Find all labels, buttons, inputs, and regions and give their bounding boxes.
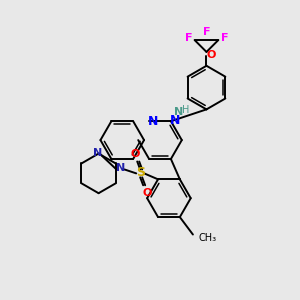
- Text: N: N: [170, 114, 180, 127]
- Text: O: O: [207, 50, 216, 60]
- Text: N: N: [116, 164, 125, 173]
- Text: F: F: [203, 27, 210, 37]
- Text: H: H: [182, 105, 189, 115]
- Text: O: O: [130, 148, 140, 159]
- Text: N: N: [93, 148, 102, 158]
- Text: O: O: [142, 188, 152, 198]
- Text: N: N: [174, 107, 183, 117]
- Text: F: F: [185, 33, 192, 43]
- Text: S: S: [136, 166, 145, 179]
- Text: F: F: [220, 33, 228, 43]
- Text: N: N: [148, 115, 158, 128]
- Text: CH₃: CH₃: [199, 233, 217, 244]
